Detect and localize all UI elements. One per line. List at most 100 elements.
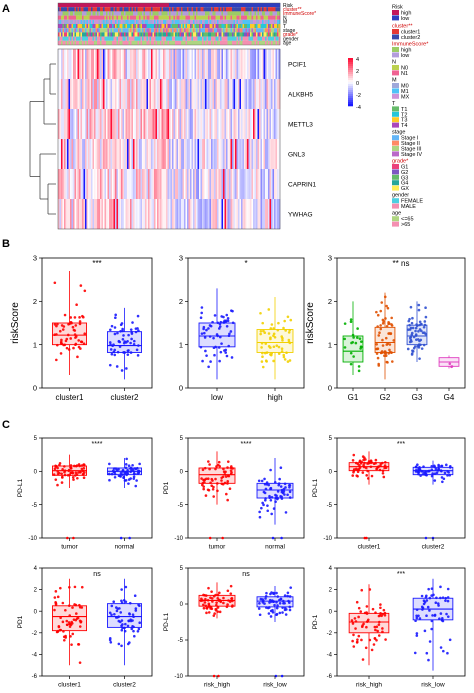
heatmap-cell (248, 139, 251, 169)
heatmap-cell (260, 49, 263, 79)
heatmap-cell (125, 49, 128, 79)
track-cell (179, 24, 182, 29)
track-cell (62, 19, 65, 24)
data-point (73, 585, 77, 589)
track-cell (155, 36, 158, 41)
track-cell (257, 24, 260, 29)
x-tick-label: cluster2 (113, 682, 136, 689)
heatmap-cell (86, 79, 89, 109)
track-cell (224, 40, 227, 45)
heatmap-cell (134, 109, 137, 139)
track-cell (206, 11, 209, 16)
heatmap-cell (61, 49, 63, 79)
track-cell (259, 3, 261, 8)
heatmap-cell (121, 49, 123, 79)
color-key-swatch (348, 98, 353, 101)
y-tick-label: -2 (32, 631, 38, 637)
track-cell (196, 7, 198, 12)
track-cell (256, 32, 258, 37)
track-cell (257, 15, 260, 20)
data-point (352, 645, 356, 648)
heatmap-cell (76, 199, 78, 229)
track-cell (133, 36, 135, 41)
data-point (132, 343, 136, 346)
track-cell (199, 32, 201, 37)
track-cell (100, 19, 102, 24)
data-point (269, 337, 272, 341)
data-point (439, 596, 442, 600)
track-cell (73, 19, 75, 24)
data-point (78, 464, 81, 468)
heatmap-cell (77, 109, 80, 139)
color-key-swatch (348, 96, 353, 99)
data-point (230, 471, 233, 474)
heatmap-cell (197, 49, 200, 79)
track-cell (251, 24, 254, 29)
track-cell (103, 7, 105, 12)
track-cell (266, 7, 269, 12)
heatmap-cell (146, 169, 149, 199)
heatmap-cell (268, 139, 270, 169)
track-cell (106, 3, 108, 8)
data-point (369, 465, 373, 469)
data-point (446, 596, 450, 599)
significance-label: ns (242, 571, 250, 578)
heatmap-cell (85, 49, 87, 79)
heatmap-cell (83, 169, 86, 199)
heatmap-cell (263, 109, 266, 139)
track-cell (272, 24, 275, 29)
track-cell (205, 24, 207, 29)
heatmap-cell (77, 49, 80, 79)
track-cell (164, 24, 167, 29)
heatmap-cell (136, 79, 138, 109)
track-cell (94, 15, 96, 20)
track-cell (148, 40, 150, 45)
track-cell (127, 7, 129, 12)
data-point (447, 471, 450, 474)
data-point (444, 599, 447, 602)
heatmap-cell (161, 169, 164, 199)
track-cell (110, 36, 113, 41)
track-cell (58, 28, 60, 33)
heatmap-cell (203, 79, 206, 109)
data-point (260, 479, 264, 483)
heatmap-cell (200, 199, 203, 229)
track-cell (163, 32, 165, 37)
track-cell (275, 24, 278, 29)
data-point (110, 324, 114, 328)
data-point (202, 487, 205, 491)
data-point (207, 327, 210, 330)
data-point (261, 321, 265, 325)
track-cell (70, 3, 72, 8)
heatmap-cell (214, 109, 216, 139)
data-point (116, 350, 120, 354)
track-cell (68, 7, 71, 12)
track-cell (248, 28, 251, 33)
track-cell (92, 40, 95, 45)
heatmap-cell (61, 79, 63, 109)
data-point (259, 311, 262, 315)
data-point (277, 321, 280, 325)
heatmap-cell (206, 139, 209, 169)
data-point (75, 612, 78, 615)
heatmap-cell (121, 139, 123, 169)
track-cell (71, 32, 74, 37)
track-cell (146, 40, 149, 45)
track-cell (76, 7, 78, 12)
data-point (130, 337, 133, 341)
heatmap-cell (272, 199, 275, 229)
heatmap-cell (206, 79, 209, 109)
heatmap-cell (208, 79, 210, 109)
data-point (59, 341, 63, 345)
heatmap-cell (226, 139, 228, 169)
data-point (375, 639, 378, 642)
data-point (351, 622, 355, 625)
heatmap-cell (131, 169, 134, 199)
heatmap-cell (112, 169, 114, 199)
track-cell (244, 11, 246, 16)
track-cell (166, 32, 168, 37)
heatmap-cell (212, 49, 215, 79)
track-cell (199, 11, 201, 16)
track-cell (164, 11, 167, 16)
